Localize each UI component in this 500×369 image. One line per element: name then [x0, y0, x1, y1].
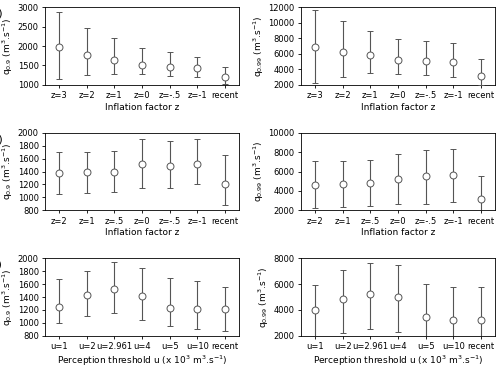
Text: (c): (c) [0, 260, 2, 270]
Y-axis label: q$_{0.9}$ (m$^3$.s$^{-1}$): q$_{0.9}$ (m$^3$.s$^{-1}$) [0, 17, 15, 75]
X-axis label: Inflation factor z: Inflation factor z [105, 103, 179, 112]
Y-axis label: q$_{0.9}$ (m$^3$.s$^{-1}$): q$_{0.9}$ (m$^3$.s$^{-1}$) [0, 143, 15, 200]
Y-axis label: q$_{0.99}$ (m$^3$.s$^{-1}$): q$_{0.99}$ (m$^3$.s$^{-1}$) [256, 266, 271, 328]
X-axis label: Perception threshold u (x 10$^3$ m$^3$.s$^{-1}$): Perception threshold u (x 10$^3$ m$^3$.s… [57, 354, 227, 368]
Y-axis label: q$_{0.99}$ (m$^3$.s$^{-1}$): q$_{0.99}$ (m$^3$.s$^{-1}$) [252, 141, 266, 202]
X-axis label: Inflation factor z: Inflation factor z [105, 228, 179, 237]
Text: (a): (a) [0, 9, 2, 19]
X-axis label: Inflation factor z: Inflation factor z [361, 103, 435, 112]
Text: (b): (b) [0, 134, 2, 144]
X-axis label: Inflation factor z: Inflation factor z [361, 228, 435, 237]
X-axis label: Perception threshold u (x 10$^3$ m$^3$.s$^{-1}$): Perception threshold u (x 10$^3$ m$^3$.s… [313, 354, 483, 368]
Y-axis label: q$_{0.99}$ (m$^3$.s$^{-1}$): q$_{0.99}$ (m$^3$.s$^{-1}$) [252, 15, 266, 77]
Y-axis label: q$_{0.9}$ (m$^3$.s$^{-1}$): q$_{0.9}$ (m$^3$.s$^{-1}$) [0, 268, 15, 326]
